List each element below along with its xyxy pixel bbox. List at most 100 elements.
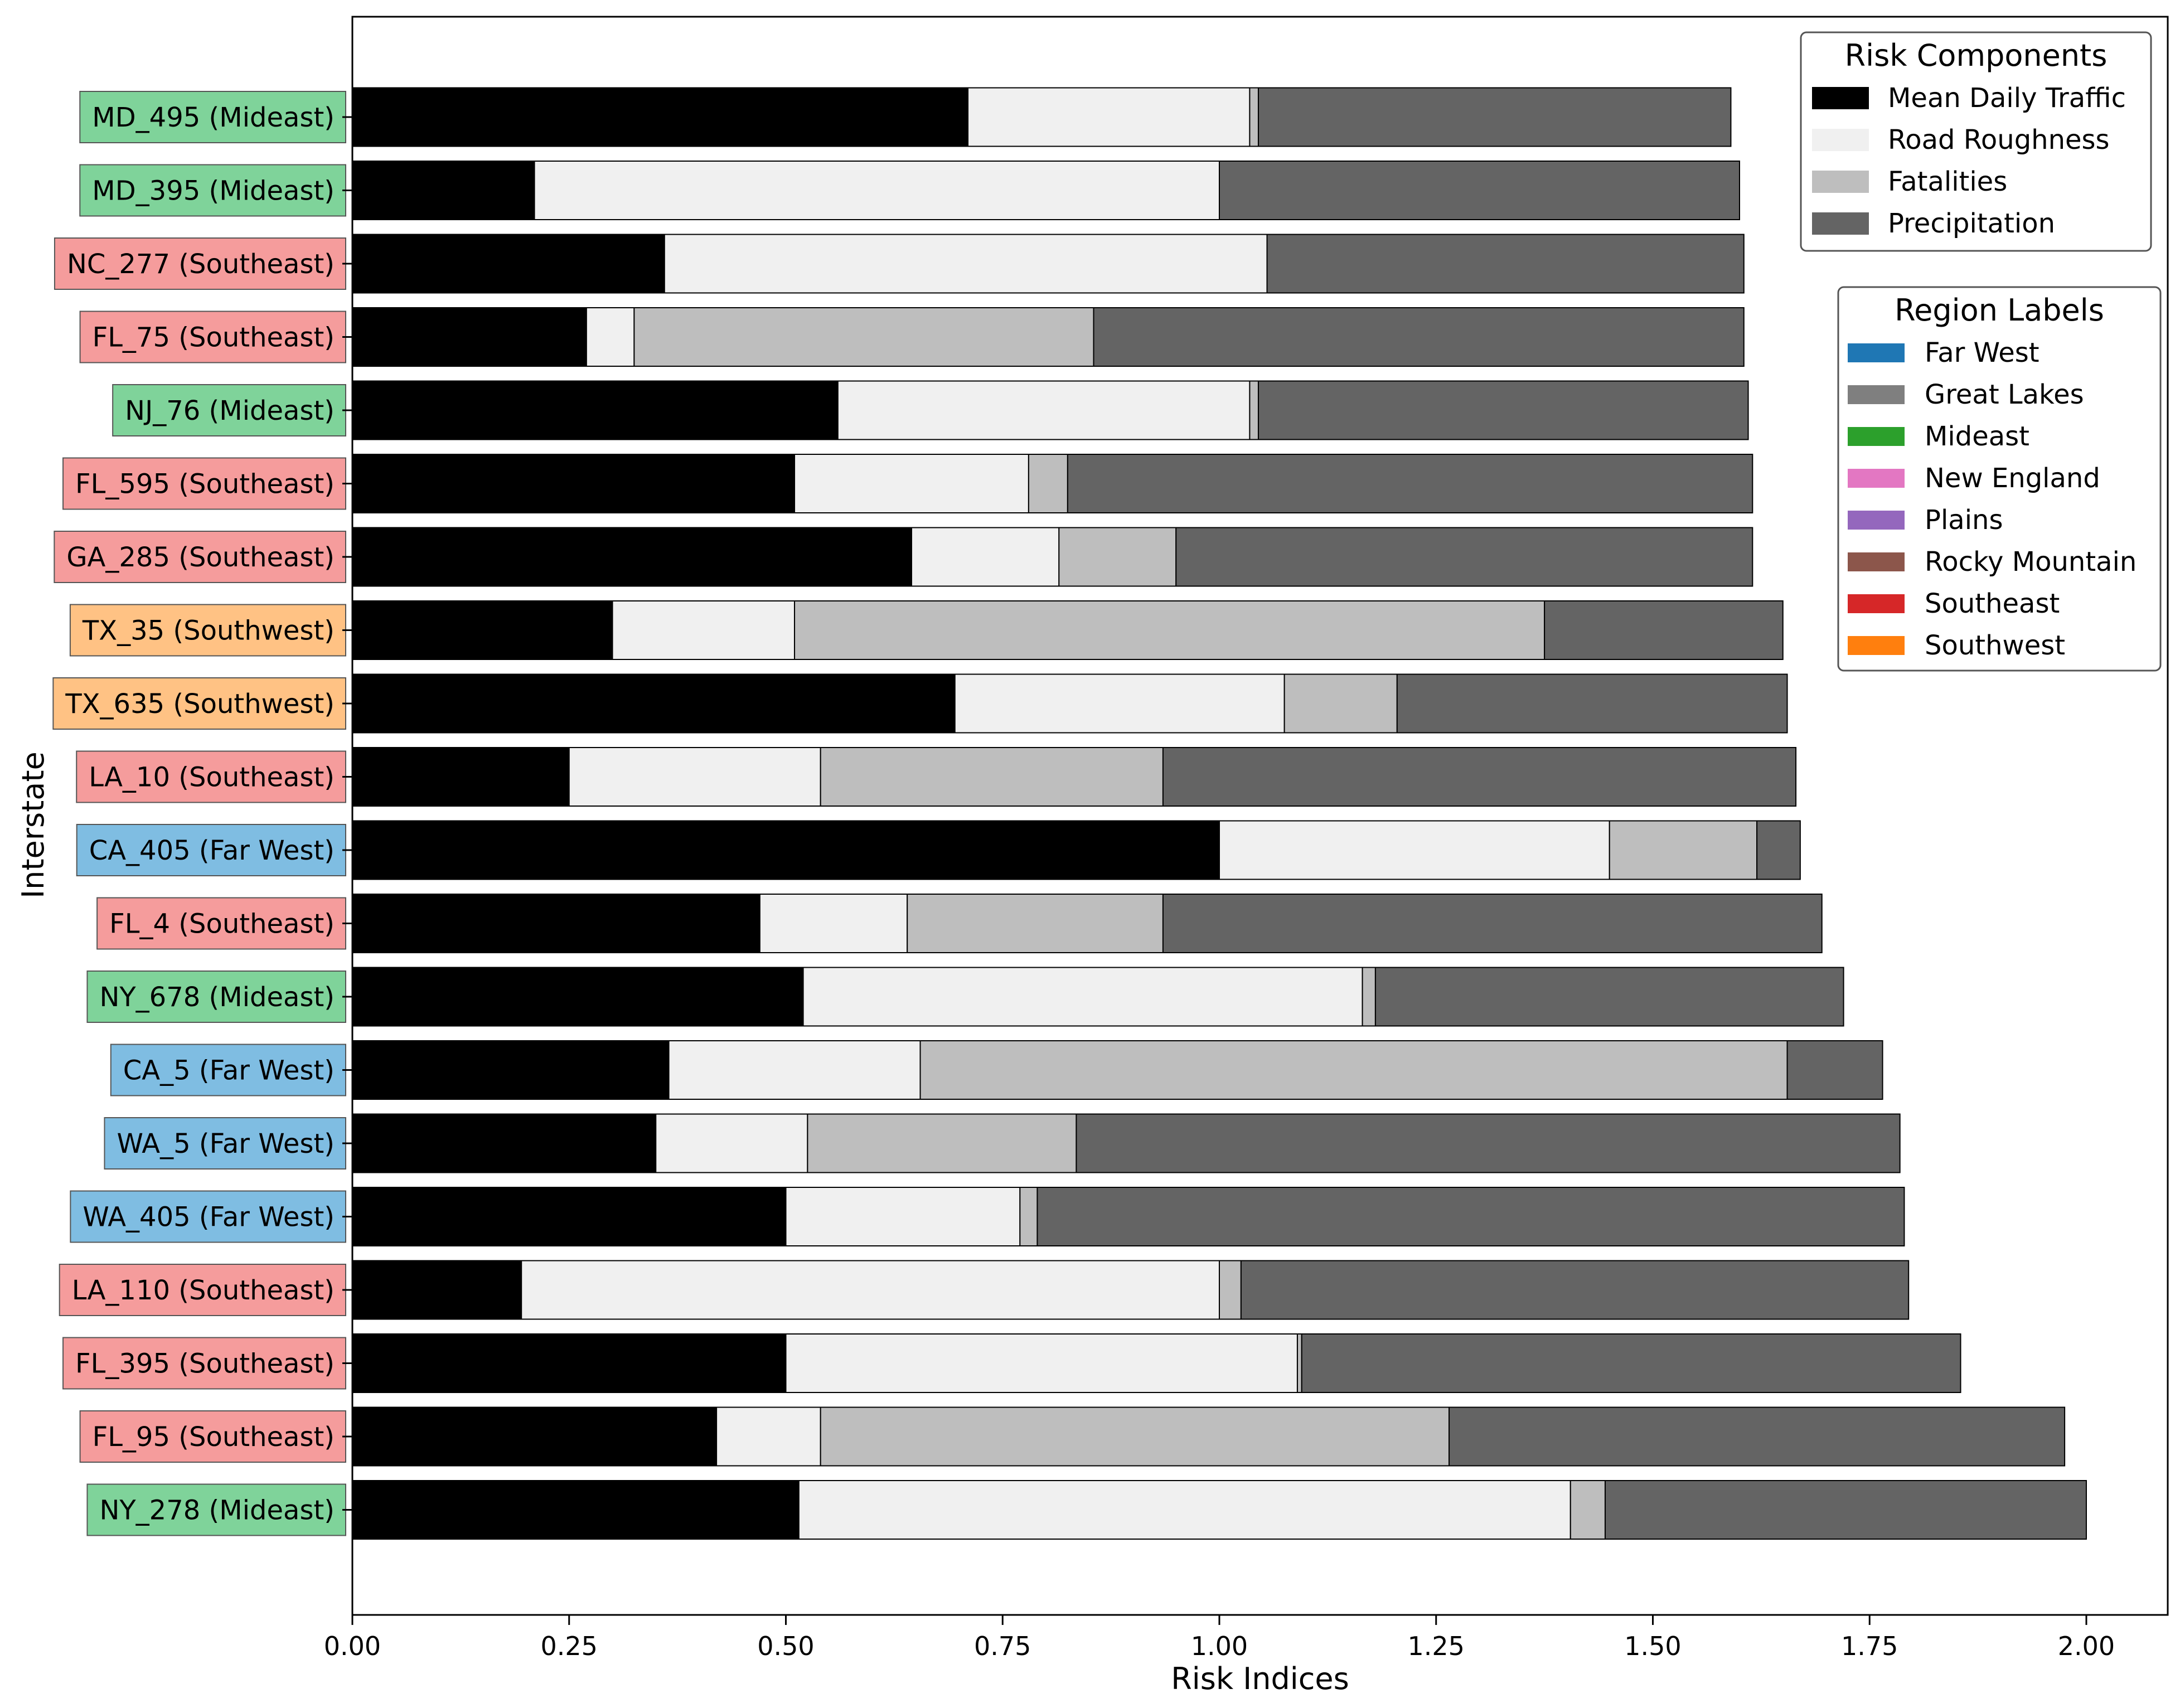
legend-title: Region Labels (1895, 293, 2104, 328)
bar-segment-precipitation (1449, 1406, 2066, 1467)
category-label: NJ_76 (Mideast) (125, 395, 335, 426)
bar-segment-road-roughness (521, 1260, 1220, 1320)
bar-segment-precipitation (1374, 967, 1844, 1027)
category-label-box (69, 604, 346, 657)
category-label: CA_405 (Far West) (89, 835, 335, 866)
category-label-box (76, 824, 346, 876)
bar-segment-mean-daily-traffic (352, 1187, 787, 1246)
bar-segment-precipitation (1257, 87, 1732, 147)
bar-segment-precipitation (1175, 527, 1753, 587)
bar-segment-precipitation (1544, 600, 1784, 660)
category-label: LA_110 (Southeast) (72, 1275, 335, 1306)
category-label-box (52, 677, 346, 730)
x-tick-label: 0.75 (974, 1631, 1031, 1661)
x-tick-label: 2.00 (2058, 1631, 2115, 1661)
x-axis-ticks: 0.00 0.25 0.50 0.75 1.00 1.25 1.50 1.75 2.00 (324, 1615, 2115, 1661)
bar-segment-fatalities (1296, 1333, 1302, 1393)
bar-segment-fatalities (1028, 454, 1068, 513)
bar-segment-fatalities (820, 747, 1164, 807)
legend-label: Mean Daily Traffic (1888, 83, 2126, 114)
bar-segment-mean-daily-traffic (352, 87, 969, 147)
legend-label: Mideast (1925, 421, 2029, 452)
bar-segment-road-roughness (1219, 820, 1610, 880)
x-tick-label: 0.25 (541, 1631, 598, 1661)
legend-swatch (1848, 469, 1905, 488)
bar-segment-road-roughness (716, 1406, 821, 1467)
bar-segment-fatalities (1283, 673, 1398, 734)
bar-segment-mean-daily-traffic (352, 820, 1220, 880)
legend-frame (1837, 286, 2162, 672)
bar-segment-road-roughness (785, 1333, 1298, 1393)
bar-segment-mean-daily-traffic (352, 234, 665, 294)
category-label: CA_5 (Far West) (123, 1055, 335, 1086)
bar-segment-mean-daily-traffic (352, 1113, 657, 1173)
bar-segment-precipitation (1301, 1333, 1961, 1393)
bar-segment-fatalities (1609, 820, 1758, 880)
bar-segment-fatalities (820, 1406, 1450, 1467)
bar-segment-road-roughness (759, 894, 908, 953)
bar-segment-mean-daily-traffic (352, 600, 613, 660)
category-label: FL_595 (Southeast) (75, 469, 335, 500)
category-label: FL_75 (Southeast) (93, 322, 335, 353)
x-tick-label: 1.75 (1841, 1631, 1898, 1661)
category-label-box (76, 750, 346, 803)
bar-segment-fatalities (1019, 1187, 1038, 1246)
bar-segment-precipitation (1036, 1187, 1905, 1246)
bar-segment-precipitation (1076, 1113, 1901, 1173)
bar-segment-precipitation (1604, 1480, 2087, 1540)
bar-segment-mean-daily-traffic (352, 967, 804, 1027)
x-axis-title: Risk Indices (1171, 1661, 1349, 1696)
bar-segment-fatalities (907, 894, 1164, 953)
category-label-box (62, 457, 346, 510)
bar-segment-fatalities (807, 1113, 1077, 1173)
category-label: FL_4 (Southeast) (109, 909, 335, 940)
x-tick-label: 1.25 (1408, 1631, 1465, 1661)
legend-label: Far West (1925, 337, 2039, 368)
bar-segment-road-roughness (663, 234, 1268, 294)
bar-segment-mean-daily-traffic (352, 1040, 670, 1100)
category-label: NY_678 (Mideast) (99, 982, 335, 1013)
category-label: FL_95 (Southeast) (93, 1421, 335, 1453)
bar-segment-mean-daily-traffic (352, 1480, 800, 1540)
bar-segment-fatalities (1249, 87, 1259, 147)
bar-segment-precipitation (1162, 747, 1797, 807)
bar-segment-mean-daily-traffic (352, 673, 956, 734)
bar-segment-precipitation (1240, 1260, 1910, 1320)
y-axis-title: Interstate (16, 751, 51, 899)
bar-segment-mean-daily-traffic (352, 380, 839, 440)
legend-swatch (1848, 427, 1905, 446)
bar-segment-road-roughness (785, 1187, 1021, 1246)
bar-segment-fatalities (1058, 527, 1177, 587)
category-label: TX_35 (Southwest) (82, 615, 335, 647)
category-label: LA_10 (Southeast) (89, 762, 335, 793)
bar-segment-road-roughness (798, 1480, 1571, 1540)
bar-segment-precipitation (1067, 454, 1753, 513)
legend-label: Fatalities (1888, 166, 2007, 197)
bar-segment-fatalities (1569, 1480, 1606, 1540)
category-label: FL_395 (Southeast) (75, 1348, 335, 1380)
bar-segment-mean-daily-traffic (352, 161, 535, 220)
category-label-box (112, 384, 346, 436)
bar-segment-mean-daily-traffic (352, 527, 912, 587)
category-label: NY_278 (Mideast) (99, 1495, 335, 1526)
bar-segment-road-roughness (910, 527, 1060, 587)
plot-frame (351, 16, 2169, 1616)
legend-swatch (1848, 385, 1905, 404)
y-axis-category-labels: MD_495 (Mideast) MD_395 (Mideast) NC_277 (… (52, 91, 352, 1536)
x-tick-label: 1.00 (1191, 1631, 1248, 1661)
bar-segment-mean-daily-traffic (352, 307, 587, 367)
legend-title: Risk Components (1845, 38, 2108, 73)
legend-label: Road Roughness (1888, 124, 2110, 156)
category-label-box (110, 1044, 346, 1096)
category-label-box (79, 310, 346, 363)
bar-segment-mean-daily-traffic (352, 454, 796, 513)
category-label-box (79, 164, 346, 217)
risk-components-legend: Risk Components Mean Daily Traffic Road Ro… (1800, 31, 2152, 252)
bars-layer (352, 87, 2087, 1540)
bar-segment-precipitation (1756, 820, 1801, 880)
category-label-box (86, 1483, 346, 1536)
legend-swatch (1812, 212, 1869, 235)
bar-segment-mean-daily-traffic (352, 1406, 718, 1467)
bar-segment-fatalities (919, 1040, 1788, 1100)
